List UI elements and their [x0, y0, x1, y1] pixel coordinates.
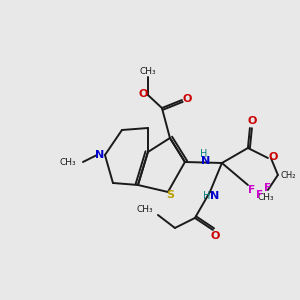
Text: N: N — [95, 150, 105, 160]
Text: O: O — [247, 116, 256, 126]
Text: H: H — [203, 191, 211, 201]
Text: O: O — [182, 94, 192, 104]
Text: CH₃: CH₃ — [136, 206, 153, 214]
Text: CH₂: CH₂ — [281, 172, 296, 181]
Text: O: O — [268, 152, 278, 162]
Text: O: O — [138, 89, 148, 99]
Text: N: N — [201, 157, 210, 166]
Text: CH₃: CH₃ — [140, 67, 156, 76]
Text: O: O — [210, 231, 220, 241]
Text: CH₃: CH₃ — [258, 194, 274, 202]
Text: F: F — [248, 185, 256, 195]
Text: N: N — [210, 191, 220, 201]
Text: CH₃: CH₃ — [59, 158, 76, 167]
Text: S: S — [166, 190, 174, 200]
Text: F: F — [264, 183, 272, 193]
Text: H: H — [200, 149, 207, 160]
Text: F: F — [256, 190, 263, 200]
